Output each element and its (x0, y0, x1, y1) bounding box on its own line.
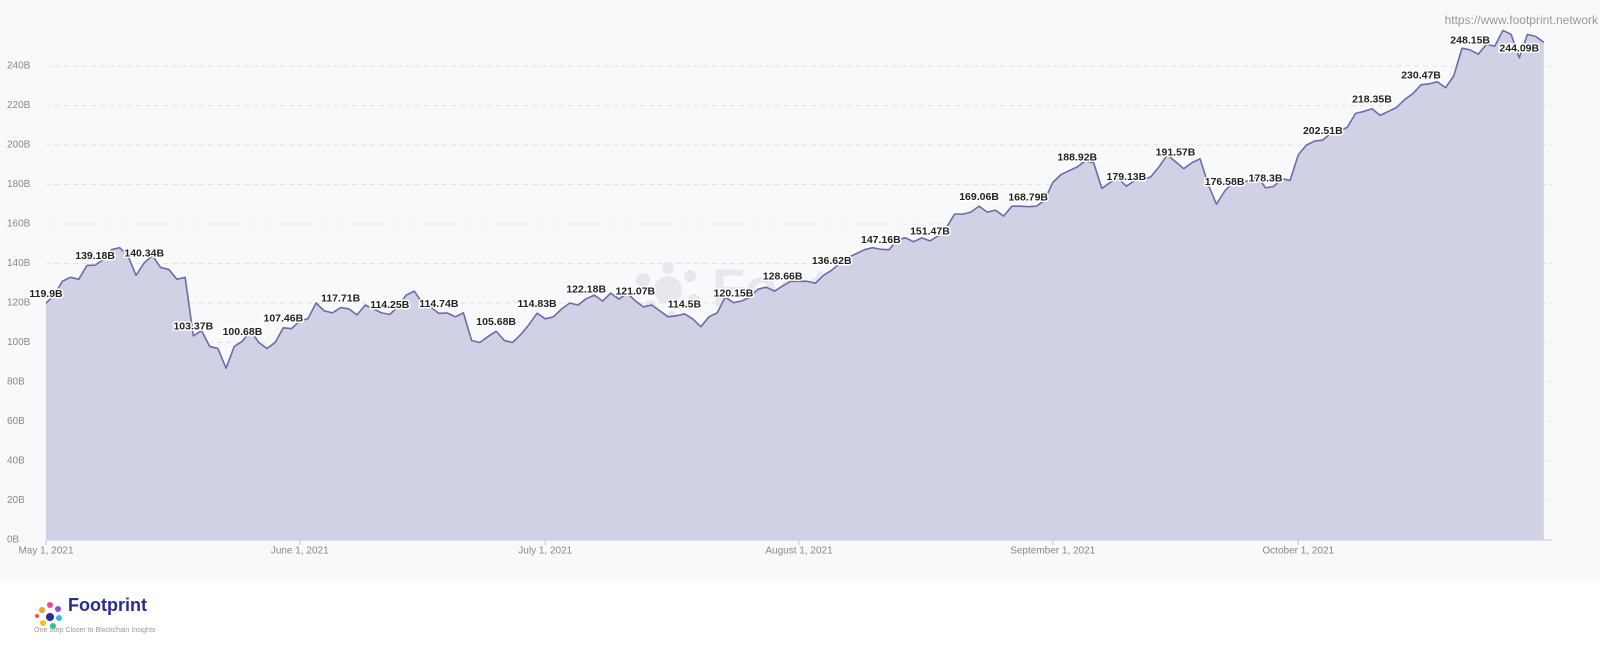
data-label: 114.5B (668, 299, 702, 311)
data-label: 100.68B (223, 326, 263, 338)
data-label: 139.18B (75, 250, 115, 262)
data-label: 151.47B (910, 226, 950, 238)
data-label: 119.9B (29, 288, 63, 300)
x-tick-label: July 1, 2021 (518, 546, 572, 557)
y-tick-label: 200B (7, 140, 31, 151)
watermark-icon (636, 262, 700, 321)
y-tick-label: 100B (7, 337, 31, 348)
x-tick-label: October 1, 2021 (1262, 546, 1334, 557)
y-tick-label: 220B (7, 100, 31, 111)
data-label: 114.25B (370, 299, 410, 311)
data-label: 117.71B (321, 292, 361, 304)
footer-logo-icon (35, 602, 62, 629)
data-label: 103.37B (173, 321, 213, 333)
data-label: 230.47B (1401, 70, 1441, 82)
data-label: 188.92B (1057, 152, 1097, 164)
data-label: 121.07B (615, 286, 655, 298)
data-label: 147.16B (861, 234, 901, 246)
x-tick-label: June 1, 2021 (271, 546, 329, 557)
y-tick-label: 60B (7, 416, 25, 427)
data-label: 202.51B (1303, 125, 1343, 137)
footer: Footprint One Step Closer to Blockchain … (34, 595, 156, 634)
y-tick-label: 120B (7, 298, 31, 309)
data-label: 114.74B (419, 298, 459, 310)
plot: 0B 20B 40B 60B 80B 100B 120B 140B 160B 180B 200B 22… (7, 29, 1552, 557)
footer-tagline: One Step Closer to Blockchain Insights (34, 627, 156, 634)
data-label: 178.3B (1249, 173, 1283, 185)
data-label: 191.57B (1156, 146, 1196, 158)
y-tick-label: 0B (7, 535, 20, 546)
source-url: https://www.footprint.network (1445, 13, 1599, 27)
data-label: 107.46B (264, 313, 304, 325)
data-label: 169.06B (959, 191, 999, 203)
data-label: 168.79B (1008, 191, 1048, 203)
data-label: 122.18B (566, 283, 606, 295)
data-label: 248.15B (1450, 35, 1490, 47)
data-label: 176.58B (1205, 176, 1245, 188)
y-tick-label: 80B (7, 377, 25, 388)
y-tick-label: 160B (7, 219, 31, 230)
y-tick-label: 140B (7, 258, 31, 269)
x-tick-label: August 1, 2021 (765, 546, 833, 557)
data-label: 120.15B (714, 287, 754, 299)
y-tick-label: 240B (7, 61, 31, 72)
data-label: 218.35B (1352, 94, 1392, 106)
footer-brand: Footprint (68, 595, 147, 615)
data-label: 179.13B (1107, 171, 1147, 183)
y-tick-label: 20B (7, 495, 25, 506)
area-fill (46, 30, 1544, 540)
data-label: 244.09B (1499, 43, 1539, 55)
x-tick-label: May 1, 2021 (18, 546, 73, 557)
data-label: 114.83B (518, 298, 558, 310)
data-label: 105.68B (476, 316, 516, 328)
y-tick-label: 180B (7, 179, 31, 190)
data-label: 140.34B (124, 248, 164, 260)
x-tick-label: September 1, 2021 (1010, 546, 1095, 557)
data-label: 128.66B (763, 271, 803, 283)
data-label: 136.62B (812, 255, 852, 267)
y-tick-label: 40B (7, 456, 25, 467)
line (45, 29, 1545, 369)
